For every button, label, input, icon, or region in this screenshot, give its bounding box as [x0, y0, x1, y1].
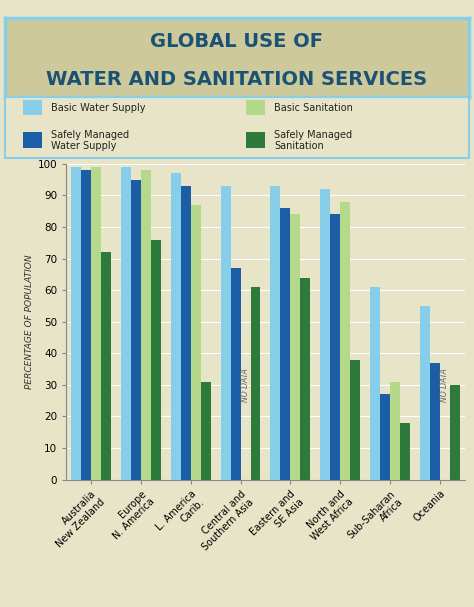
Bar	[201, 382, 210, 480]
FancyBboxPatch shape	[23, 100, 42, 115]
Bar	[151, 240, 161, 480]
Text: Safely Managed
Sanitation: Safely Managed Sanitation	[274, 130, 352, 151]
Bar	[121, 167, 131, 480]
Bar	[370, 287, 380, 480]
Bar	[82, 170, 91, 480]
Bar	[141, 170, 151, 480]
Bar	[400, 422, 410, 480]
FancyBboxPatch shape	[246, 132, 265, 148]
Text: Basic Water Supply: Basic Water Supply	[51, 103, 146, 113]
Text: GLOBAL USE OF: GLOBAL USE OF	[151, 32, 323, 52]
Bar	[250, 287, 260, 480]
Bar	[71, 167, 82, 480]
Bar	[449, 385, 459, 480]
Bar	[340, 202, 350, 480]
Y-axis label: PERCENTAGE OF POPULATION: PERCENTAGE OF POPULATION	[25, 254, 34, 389]
Bar	[171, 174, 181, 480]
Bar	[300, 277, 310, 480]
Bar	[280, 208, 290, 480]
Text: Basic Sanitation: Basic Sanitation	[274, 103, 353, 113]
Text: NO DATA: NO DATA	[241, 368, 250, 402]
Bar	[131, 180, 141, 480]
Text: NO DATA: NO DATA	[440, 368, 449, 402]
Bar	[320, 189, 330, 480]
Bar	[181, 186, 191, 480]
Bar	[390, 382, 400, 480]
Bar	[101, 253, 111, 480]
Text: WATER AND SANITATION SERVICES: WATER AND SANITATION SERVICES	[46, 70, 428, 89]
FancyBboxPatch shape	[23, 132, 42, 148]
Bar	[91, 167, 101, 480]
FancyBboxPatch shape	[246, 100, 265, 115]
Bar	[290, 214, 300, 480]
Bar	[191, 205, 201, 480]
Bar	[330, 214, 340, 480]
Bar	[230, 268, 240, 480]
Bar	[419, 306, 429, 480]
Bar	[380, 395, 390, 480]
Text: Safely Managed
Water Supply: Safely Managed Water Supply	[51, 130, 129, 151]
Bar	[429, 363, 440, 480]
Bar	[220, 186, 230, 480]
Bar	[350, 359, 360, 480]
Bar	[270, 186, 281, 480]
